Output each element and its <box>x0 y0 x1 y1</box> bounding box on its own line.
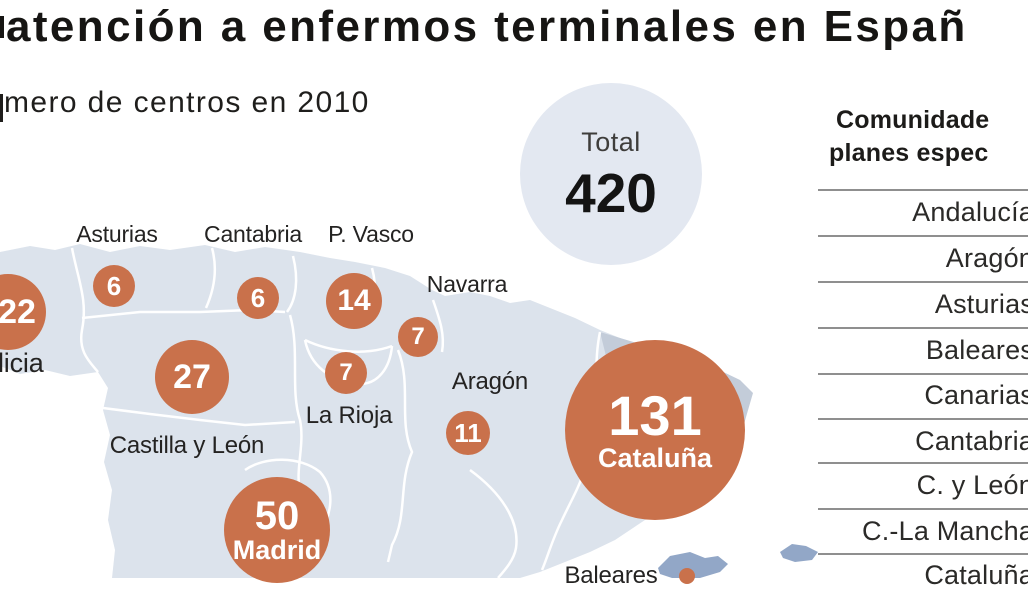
bubble-navarra-value: 7 <box>411 322 425 350</box>
bubble-asturias: 6 <box>93 265 135 307</box>
bubble-galicia-value: 22 <box>0 292 36 331</box>
bubble-castilla-y-leon: 27 <box>155 340 229 414</box>
total-label: Total <box>581 127 641 157</box>
page-title: atención a enfermos terminales en Españ <box>6 2 968 51</box>
table-divider <box>818 462 1028 464</box>
bubble-castilla-y-leon-value: 27 <box>173 357 211 396</box>
bubble-aragon: 11 <box>446 411 490 455</box>
menorca-island <box>780 544 818 562</box>
total-badge: Total 420 <box>520 83 702 265</box>
mallorca-island <box>658 552 728 578</box>
table-divider <box>818 373 1028 375</box>
label-asturias: Asturias <box>76 221 158 247</box>
bubble-la-rioja-value: 7 <box>339 358 353 386</box>
bubble-cataluna: 131 Cataluña <box>565 340 745 520</box>
table-divider <box>818 281 1028 283</box>
bubble-cantabria: 6 <box>237 277 279 319</box>
total-value: 420 <box>565 162 657 224</box>
bubble-madrid-name: Madrid <box>232 534 322 565</box>
bubble-madrid-value: 50 <box>254 493 300 538</box>
bubble-cataluna-name: Cataluña <box>597 442 713 473</box>
bubble-aragon-value: 11 <box>454 417 482 448</box>
bubble-p-vasco: 14 <box>326 273 382 329</box>
label-baleares: Baleares <box>564 562 658 589</box>
table-row-cantabria: Cantabria <box>915 426 1028 456</box>
title-cutoff-letter <box>0 16 4 38</box>
label-la-rioja: La Rioja <box>305 402 393 429</box>
side-table-header-line1: Comunidade <box>836 106 990 134</box>
table-divider <box>818 553 1028 555</box>
bubble-cataluna-value: 131 <box>608 383 702 447</box>
table-divider <box>818 508 1028 510</box>
label-cantabria: Cantabria <box>204 221 302 247</box>
page-subtitle: mero de centros en 2010 <box>4 86 370 119</box>
table-divider <box>818 418 1028 420</box>
table-divider <box>818 327 1028 329</box>
spain-mainland-shape <box>0 244 752 578</box>
label-p-vasco: P. Vasco <box>328 221 414 247</box>
table-row-c-y-leon: C. y León <box>916 470 1028 500</box>
label-castilla-y-leon: Castilla y León <box>109 432 265 459</box>
bubble-la-rioja: 7 <box>325 352 367 394</box>
bubble-cantabria-value: 6 <box>250 282 266 313</box>
table-row-aragon: Aragón <box>945 243 1028 273</box>
table-row-c-la-mancha: C.-La Mancha <box>862 516 1028 546</box>
table-row-andalucia: Andalucía <box>912 197 1028 227</box>
subtitle-cutoff-letter <box>0 94 3 122</box>
label-aragon: Aragón <box>451 368 529 395</box>
table-divider <box>818 189 1028 191</box>
bubble-p-vasco-value: 14 <box>337 283 371 317</box>
side-table-header-line2: planes espec <box>829 139 989 167</box>
label-galicia: licia <box>0 348 44 378</box>
bubble-navarra: 7 <box>398 317 438 357</box>
bubble-baleares-dot <box>679 568 695 584</box>
label-navarra: Navarra <box>426 271 508 297</box>
table-row-asturias: Asturias <box>934 289 1028 319</box>
bubble-madrid: 50 Madrid <box>224 477 330 583</box>
bubble-asturias-value: 6 <box>106 270 122 301</box>
table-divider <box>818 235 1028 237</box>
table-row-cataluna: Cataluña <box>924 560 1028 590</box>
table-row-baleares: Baleares <box>925 335 1028 365</box>
table-row-canarias: Canarias <box>924 380 1028 410</box>
